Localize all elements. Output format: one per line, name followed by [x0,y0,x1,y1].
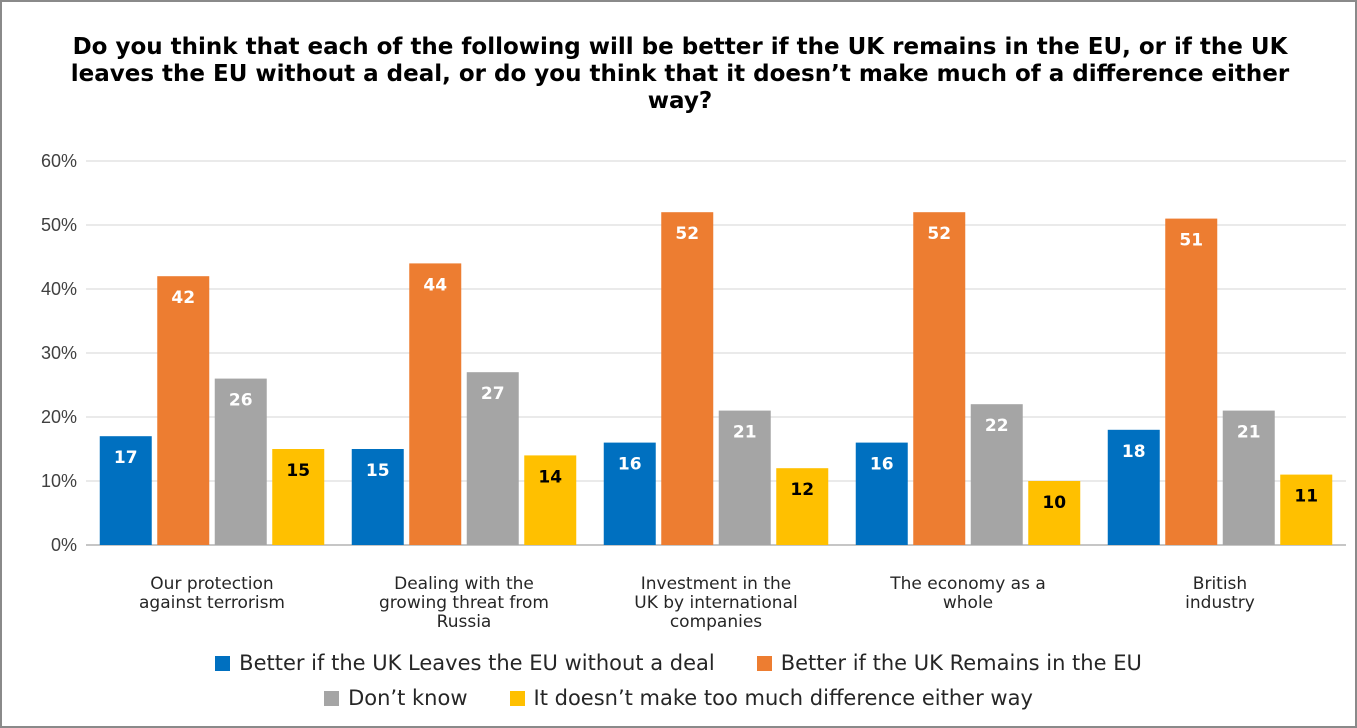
bar [776,468,829,545]
bar [214,378,267,545]
data-label: 11 [1294,487,1318,507]
y-tick-label: 10% [41,471,77,491]
legend-swatch [215,655,231,671]
data-label: 22 [985,416,1009,436]
bar [1280,474,1333,545]
bars [99,212,1333,545]
data-label: 15 [366,461,390,481]
legend-row-2: Don’t know It doesn’t make too much diffe… [0,686,1357,710]
legend-label: Better if the UK Leaves the EU without a… [239,651,715,675]
y-axis-ticks: 0% 10% 20% 30% 40% 50% 60% [41,151,77,555]
bar [1107,429,1160,545]
legend-label: Don’t know [348,686,468,710]
bar-chart: 0% 10% 20% 30% 40% 50% 60% 17 42 26 15 15 44 27 14 16 5… [41,151,1346,632]
legend-swatch [756,655,772,671]
data-label: 16 [870,455,894,475]
legend-row-1: Better if the UK Leaves the EU without a… [0,651,1357,675]
bar [351,449,404,545]
y-tick-label: 50% [41,215,77,235]
data-label: 10 [1042,493,1066,513]
data-label: 16 [618,455,642,475]
chart-title: Do you think that each of the following … [70,34,1290,114]
bar [157,276,210,545]
data-label: 27 [481,384,505,404]
data-label: 21 [1237,423,1261,443]
y-tick-label: 60% [41,151,77,171]
y-tick-label: 0% [51,535,77,555]
data-labels: 17 42 26 15 15 44 27 14 16 52 21 12 16 52 22 10 18 51 21 11 [114,224,1318,513]
category-label: Our protection against terrorism [139,574,285,613]
legend-item: It doesn’t make too much difference eith… [509,686,1033,710]
data-label: 14 [538,467,562,487]
bar [524,455,577,545]
bar [466,372,519,545]
bar [603,442,656,545]
bar [718,410,771,545]
bar [1028,481,1081,545]
y-tick-label: 20% [41,407,77,427]
data-label: 12 [790,480,814,500]
bar [855,442,908,545]
category-label: The economy as a whole [889,574,1046,613]
data-label: 15 [286,461,310,481]
y-tick-label: 40% [41,279,77,299]
category-labels: Our protection against terrorism Dealing w… [139,574,1255,632]
data-label: 44 [423,275,447,295]
bar [1165,218,1218,545]
data-label: 18 [1122,442,1146,462]
bar [1222,410,1275,545]
category-label: Dealing with the growing threat from Russi… [379,574,549,632]
legend-item: Don’t know [324,686,468,710]
data-label: 51 [1179,231,1203,251]
bar [99,436,152,545]
bar [409,263,462,545]
legend-item: Better if the UK Leaves the EU without a… [215,651,715,675]
category-label: British industry [1185,574,1255,613]
category-label: Investment in the UK by international comp… [634,574,797,632]
data-label: 52 [927,224,951,244]
y-tick-label: 30% [41,343,77,363]
legend-label: Better if the UK Remains in the EU [780,651,1142,675]
data-label: 21 [733,423,757,443]
data-label: 52 [675,224,699,244]
bar [913,212,966,545]
bar [661,212,714,545]
legend-swatch [324,690,340,706]
legend-label: It doesn’t make too much difference eith… [533,686,1033,710]
data-label: 42 [171,288,195,308]
data-label: 17 [114,448,138,468]
bar [970,404,1023,545]
bar [272,449,325,545]
legend-swatch [509,690,525,706]
legend-item: Better if the UK Remains in the EU [756,651,1142,675]
data-label: 26 [229,391,253,411]
